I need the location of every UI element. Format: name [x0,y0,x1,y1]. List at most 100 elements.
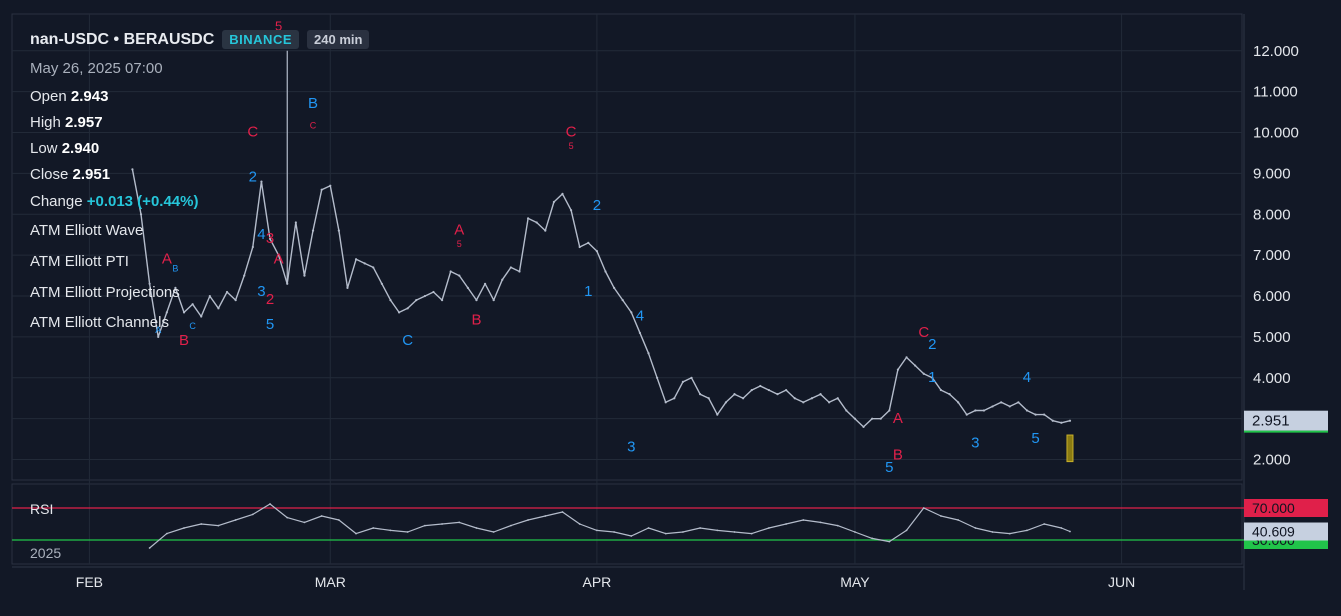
price-point [828,401,831,404]
indicator-elliott-pti[interactable]: ATM Elliott PTI [30,253,129,270]
wave-label: 3 [627,438,635,455]
rsi-point [337,519,340,521]
rsi-point [423,524,426,527]
symbol-title[interactable]: nan-USDC • BERAUSDC [30,30,215,48]
price-point [303,274,306,277]
rsi-point [630,535,633,537]
price-panel-border [11,13,1243,481]
price-chart[interactable] [131,50,1074,463]
rsi-point [733,531,736,533]
rsi-point [647,527,650,529]
rsi-panel-border [11,483,1243,565]
rsi-point [509,524,512,527]
indicator-elliott-channels[interactable]: ATM Elliott Channels [30,314,169,331]
price-point [759,384,762,388]
rsi-point [1008,532,1011,535]
price-point [647,352,650,355]
rsi-point [544,515,547,517]
wave-label: 2 [928,336,936,353]
price-series-line[interactable] [131,169,1071,428]
wave-label: 4 [636,308,644,325]
price-point [1060,421,1063,424]
price-point [776,393,779,396]
price-point [802,401,805,404]
indicator-elliott-wave[interactable]: ATM Elliott Wave [30,222,144,239]
price-tick-label: 9.000 [1253,165,1291,182]
price-point [389,299,392,302]
wave-label: 3 [266,230,274,247]
ohlc-high: High 2.957 [30,114,103,131]
price-point [243,274,246,277]
price-point [604,270,607,273]
price-point [948,393,951,396]
price-tick-label: 4.000 [1253,370,1291,387]
rsi-point [183,527,185,529]
price-point [492,299,495,302]
rsi-point [785,523,788,525]
price-point [785,388,788,392]
price-point [793,397,796,400]
grid-lines [11,13,1245,590]
indicator-elliott-projections[interactable]: ATM Elliott Projections [30,284,180,301]
price-point [638,331,642,334]
price-point [879,417,882,420]
price-point [845,409,848,412]
price-point [871,417,874,420]
rsi-point [441,523,443,525]
wave-label: 5 [266,316,274,333]
wave-label: A [155,325,161,335]
rsi-point [389,529,392,532]
time-tick-label: APR [582,574,611,590]
rsi-point [561,511,564,513]
price-point [526,217,530,220]
price-point [922,372,925,375]
wave-label: C [310,120,317,130]
wave-label: B [471,312,481,329]
price-axis[interactable]: 2.000 4.000 5.000 6.000 7.000 8.000 9.000 10.00… [1244,43,1328,469]
rsi-point [148,547,151,549]
rsi-point [1043,523,1046,525]
price-point [432,290,435,294]
price-point [311,229,315,232]
rsi-point [286,516,289,519]
price-point [896,368,900,371]
rsi-point [1069,530,1071,533]
price-point [914,364,917,367]
timeframe-badge[interactable]: 240 min [307,30,370,49]
price-point [819,393,822,396]
rsi-point [974,527,977,529]
bar-datetime: May 26, 2025 07:00 [30,60,163,77]
rsi-current-box [1244,522,1328,541]
rsi-point [905,529,908,532]
rsi-point [269,503,271,505]
price-point [716,413,719,416]
wave-label: 3 [971,434,979,451]
price-point [561,192,564,195]
price-point [397,311,401,314]
rsi-point [888,540,891,543]
rsi-point [768,527,770,529]
time-axis[interactable]: FEB MAR APR MAY JUN [76,574,1135,590]
wave-label: 5 [275,18,282,33]
rsi-series-line[interactable] [149,503,1071,549]
price-point [733,393,736,396]
rsi-point [1026,529,1028,532]
price-point [277,254,280,257]
wave-label: C [247,124,258,141]
exchange-badge: BINANCE [222,30,300,49]
price-point [182,311,186,314]
wave-label: 2 [266,291,274,308]
ohlc-close-label: Close [30,166,69,183]
price-point [630,311,633,314]
price-point [354,258,358,261]
ohlc-change-value: +0.013 (+0.44%) [86,193,199,210]
price-point [406,307,409,310]
rsi-point [595,529,598,532]
rsi-point [251,513,254,516]
price-point [208,294,211,298]
rsi-point [1060,527,1063,529]
wave-label: C [918,324,929,341]
rsi-label: RSI [30,501,54,517]
